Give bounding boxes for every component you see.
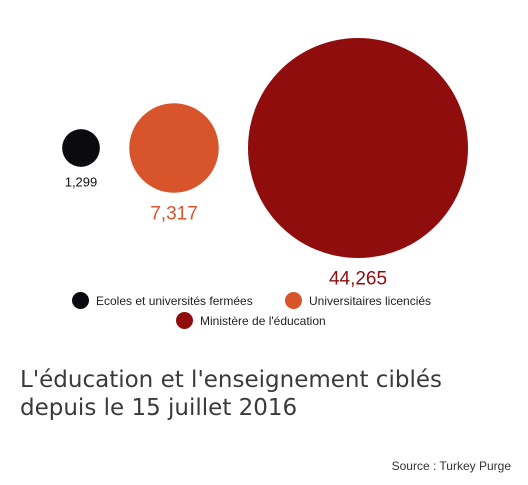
- legend-item-universitaires: Universitaires licenciés: [285, 292, 431, 309]
- legend-swatch-ministere: [176, 312, 193, 329]
- bubble-chart: 1,299 7,317 44,265: [62, 38, 468, 290]
- legend-label-ministere: Ministère de l'éducation: [200, 313, 326, 328]
- bubble-universitaires: [129, 103, 219, 193]
- bubble-label-ecoles: 1,299: [65, 174, 98, 189]
- bubble-label-ministere: 44,265: [329, 269, 387, 290]
- bubble-label-universitaires: 7,317: [150, 203, 198, 224]
- legend-swatch-ecoles: [72, 292, 89, 309]
- legend-label-ecoles: Ecoles et universités fermées: [96, 293, 253, 308]
- legend-swatch-universitaires: [285, 292, 302, 309]
- legend-item-ministere: Ministère de l'éducation: [176, 312, 326, 329]
- bubble-ministere: [248, 38, 468, 258]
- bubble-ecoles: [62, 129, 100, 167]
- source-note: Source : Turkey Purge: [391, 459, 511, 473]
- legend-item-ecoles: Ecoles et universités fermées: [72, 292, 253, 309]
- legend-label-universitaires: Universitaires licenciés: [309, 293, 432, 308]
- chart-title: L'éducation et l'enseignement ciblés dep…: [20, 367, 442, 421]
